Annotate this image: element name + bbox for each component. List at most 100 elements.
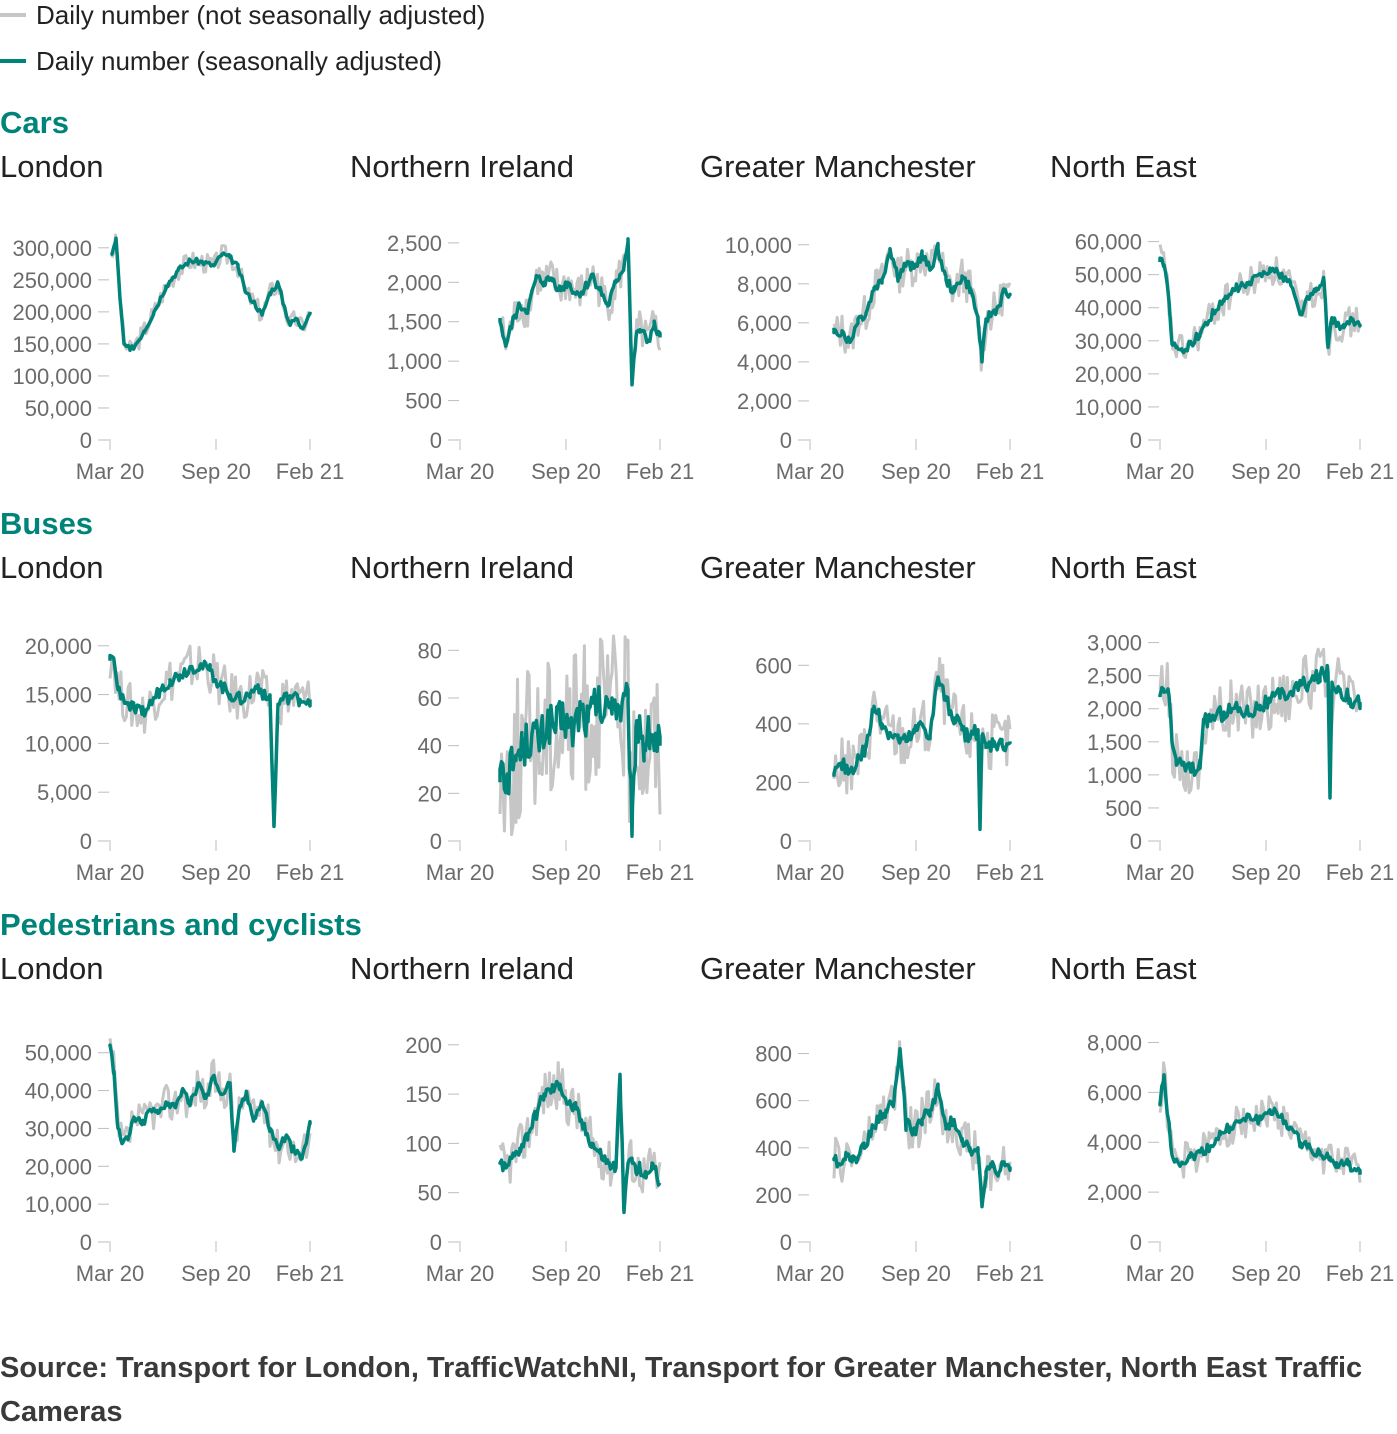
y-tick-label: 8,000 (1087, 1030, 1142, 1055)
y-tick-label: 0 (1130, 428, 1142, 453)
y-tick-label: 0 (1130, 1230, 1142, 1255)
y-tick-label: 20,000 (1075, 362, 1142, 387)
x-tick-label: Mar 20 (76, 1261, 144, 1286)
y-tick-label: 2,500 (387, 231, 442, 256)
panel-chart: 0 10,000 20,000 30,000 40,000 50,000 Mar 20 Sep… (25, 1038, 345, 1286)
y-tick-label: 6,000 (1087, 1080, 1142, 1105)
series-line-seasonally-adjusted (498, 1072, 662, 1215)
y-tick-label: 600 (755, 653, 792, 678)
source-note: Source: Transport for London, TrafficWat… (0, 1352, 1363, 1428)
y-tick-label: 10,000 (1075, 395, 1142, 420)
panel-title: North East (1050, 149, 1197, 184)
y-tick-label: 40,000 (25, 1079, 92, 1104)
y-tick-label: 0 (80, 829, 92, 854)
y-tick-label: 2,000 (737, 389, 792, 414)
y-tick-label: 800 (755, 1042, 792, 1067)
y-tick-label: 60,000 (1075, 230, 1142, 255)
y-tick-label: 0 (780, 428, 792, 453)
y-tick-label: 8,000 (737, 272, 792, 297)
y-tick-label: 2,000 (387, 270, 442, 295)
series-line-seasonally-adjusted (832, 675, 1012, 832)
series-line-seasonally-adjusted (498, 237, 662, 387)
panel-chart: 0 5,000 10,000 15,000 20,000 Mar 20 Sep 20 Feb … (25, 634, 345, 885)
legend-label: Daily number (seasonally adjusted) (36, 46, 443, 76)
x-tick-label: Mar 20 (426, 459, 494, 484)
x-tick-label: Mar 20 (776, 860, 844, 885)
y-tick-label: 0 (80, 428, 92, 453)
panel-title: Greater Manchester (700, 951, 976, 986)
y-tick-label: 40 (418, 734, 442, 759)
y-tick-label: 300,000 (12, 236, 92, 261)
y-tick-label: 0 (780, 1230, 792, 1255)
y-tick-label: 100 (405, 1131, 442, 1156)
y-tick-label: 40,000 (1075, 296, 1142, 321)
y-tick-label: 10,000 (25, 731, 92, 756)
x-tick-label: Feb 21 (1326, 459, 1395, 484)
series-line-seasonally-adjusted (832, 1047, 1012, 1209)
panel-chart: 0 20 40 60 80 Mar 20 Sep 20 Feb 21 (418, 634, 694, 885)
y-tick-label: 50,000 (25, 396, 92, 421)
y-tick-label: 150 (405, 1082, 442, 1107)
x-tick-label: Mar 20 (776, 459, 844, 484)
y-tick-label: 3,000 (1087, 631, 1142, 656)
y-tick-label: 20,000 (25, 1154, 92, 1179)
x-tick-label: Feb 21 (1326, 1261, 1395, 1286)
x-tick-label: Feb 21 (276, 1261, 345, 1286)
x-tick-label: Sep 20 (181, 1261, 251, 1286)
y-tick-label: 400 (755, 1136, 792, 1161)
y-tick-label: 60 (418, 686, 442, 711)
x-tick-label: Sep 20 (881, 459, 951, 484)
x-tick-label: Feb 21 (1326, 860, 1395, 885)
panel-chart: 0 200 400 600 800 Mar 20 Sep 20 Feb 21 (755, 1040, 1044, 1286)
legend-swatch-grey (0, 13, 26, 18)
panel-chart: 0 10,000 20,000 30,000 40,000 50,000 60,000 Mar… (1075, 230, 1395, 484)
series-line-seasonally-adjusted (110, 236, 312, 353)
series-line-seasonally-adjusted (1158, 663, 1362, 800)
y-tick-label: 200,000 (12, 300, 92, 325)
x-tick-label: Sep 20 (531, 860, 601, 885)
panel-title: North East (1050, 550, 1197, 585)
panel-chart: 0 2,000 4,000 6,000 8,000 Mar 20 Sep 20 Feb 21 (1087, 1030, 1395, 1286)
x-tick-label: Mar 20 (76, 459, 144, 484)
y-tick-label: 15,000 (25, 683, 92, 708)
x-tick-label: Sep 20 (1231, 860, 1301, 885)
y-tick-label: 1,000 (1087, 763, 1142, 788)
x-tick-label: Feb 21 (976, 860, 1045, 885)
panel-title: Greater Manchester (700, 550, 976, 585)
y-tick-label: 1,500 (1087, 730, 1142, 755)
y-tick-label: 10,000 (725, 233, 792, 258)
x-tick-label: Mar 20 (426, 1261, 494, 1286)
legend-swatch-teal (0, 59, 26, 64)
y-tick-label: 500 (405, 389, 442, 414)
y-tick-label: 20 (418, 781, 442, 806)
y-tick-label: 400 (755, 712, 792, 737)
legend-label: Daily number (not seasonally adjusted) (36, 0, 486, 30)
y-tick-label: 4,000 (737, 350, 792, 375)
y-tick-label: 0 (430, 428, 442, 453)
panel-title: Northern Ireland (350, 550, 575, 585)
x-tick-label: Feb 21 (976, 459, 1045, 484)
y-tick-label: 100,000 (12, 364, 92, 389)
x-tick-label: Mar 20 (1126, 860, 1194, 885)
y-tick-label: 0 (1130, 829, 1142, 854)
y-tick-label: 150,000 (12, 332, 92, 357)
legend-item-seasonally-adjusted: Daily number (seasonally adjusted) (0, 46, 442, 76)
panel-chart: 0 50,000 100,000 150,000 200,000 250,000 300,0… (12, 233, 344, 484)
x-tick-label: Sep 20 (1231, 459, 1301, 484)
series-line-seasonally-adjusted (1158, 1073, 1362, 1175)
x-tick-label: Mar 20 (76, 860, 144, 885)
y-tick-label: 200 (755, 770, 792, 795)
x-tick-label: Feb 21 (626, 1261, 695, 1286)
y-tick-label: 80 (418, 638, 442, 663)
group-title: Buses (0, 506, 94, 541)
y-tick-label: 30,000 (25, 1116, 92, 1141)
x-tick-label: Sep 20 (181, 860, 251, 885)
y-tick-label: 0 (430, 829, 442, 854)
panel-title: London (0, 951, 104, 986)
x-tick-label: Feb 21 (276, 860, 345, 885)
panel-chart: 0 500 1,000 1,500 2,000 2,500 3,000 Mar 20 Sep 2… (1087, 631, 1395, 885)
y-tick-label: 600 (755, 1089, 792, 1114)
y-tick-label: 0 (780, 829, 792, 854)
x-tick-label: Mar 20 (1126, 459, 1194, 484)
x-tick-label: Mar 20 (426, 860, 494, 885)
